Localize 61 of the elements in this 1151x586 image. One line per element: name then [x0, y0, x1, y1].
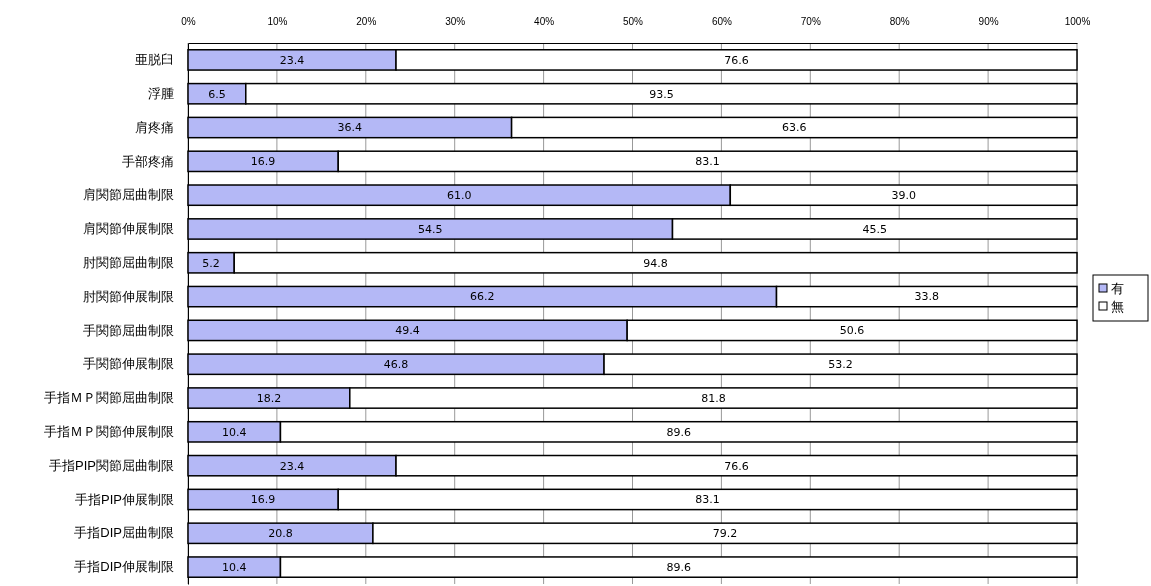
- data-label: 66.2: [470, 290, 495, 304]
- y-tick-label: 肩疼痛: [135, 119, 174, 135]
- data-label: 20.8: [268, 527, 293, 541]
- x-tick-label: 100%: [1064, 16, 1091, 27]
- data-label: 10.4: [221, 560, 247, 574]
- data-label: 54.5: [418, 222, 443, 236]
- y-tick-label: 手部疼痛: [122, 153, 174, 169]
- data-label: 23.4: [279, 459, 305, 473]
- data-label: 79.2: [712, 527, 738, 541]
- data-label: 45.5: [862, 222, 887, 236]
- x-tick-label: 40%: [534, 16, 555, 27]
- y-tick-label: 肘関節屈曲制限: [83, 254, 174, 270]
- y-tick-label: 肩関節伸展制限: [83, 221, 174, 237]
- data-label: 10.4: [221, 425, 247, 439]
- data-label: 36.4: [337, 121, 363, 135]
- y-tick-label: 手指ＭＰ関節屈曲制限: [44, 390, 174, 406]
- x-tick-label: 30%: [445, 16, 466, 27]
- y-tick-label: 手指ＭＰ関節伸展制限: [44, 424, 174, 439]
- data-label: 16.9: [250, 493, 276, 507]
- data-label: 33.8: [914, 290, 940, 304]
- data-label: 18.2: [256, 391, 282, 405]
- x-tick-label: 10%: [267, 16, 288, 27]
- data-label: 50.6: [839, 324, 865, 338]
- data-label: 63.6: [782, 121, 807, 135]
- data-label: 53.2: [828, 358, 853, 372]
- data-label: 89.6: [666, 425, 691, 439]
- data-label: 89.6: [666, 560, 691, 574]
- x-tick-label: 60%: [711, 16, 733, 27]
- y-tick-label: 手関節伸展制限: [83, 356, 174, 372]
- data-label: 61.0: [446, 189, 472, 203]
- data-label: 5.2: [202, 256, 220, 270]
- x-tick-label: 20%: [356, 16, 377, 27]
- data-label: 6.5: [208, 87, 226, 101]
- data-label: 94.8: [643, 256, 668, 270]
- y-tick-label: 手関節屈曲制限: [83, 322, 174, 338]
- y-tick-label: 肘関節伸展制限: [83, 288, 174, 304]
- data-label: 83.1: [695, 493, 720, 507]
- data-label: 76.6: [724, 53, 749, 67]
- y-tick-label: 手指PIP伸展制限: [75, 491, 174, 507]
- x-tick-label: 50%: [622, 16, 644, 27]
- y-tick-label: 亜脱臼: [135, 52, 174, 68]
- data-label: 23.4: [279, 53, 305, 67]
- legend-label: 無: [1111, 298, 1124, 314]
- legend-label: 有: [1111, 280, 1124, 296]
- y-tick-label: 手指DIP屈曲制限: [74, 525, 174, 541]
- y-tick-label: 浮腫: [148, 85, 174, 101]
- data-label: 39.0: [891, 189, 916, 203]
- data-label: 93.5: [649, 87, 674, 101]
- x-tick-label: 90%: [978, 16, 999, 27]
- data-label: 49.4: [395, 324, 420, 338]
- data-label: 76.6: [724, 459, 749, 473]
- x-tick-label: 80%: [889, 16, 910, 27]
- data-label: 46.8: [383, 358, 409, 372]
- data-label: 83.1: [695, 155, 720, 169]
- x-tick-label: 70%: [800, 16, 821, 27]
- data-label: 16.9: [250, 155, 276, 169]
- x-tick-label: 0%: [181, 16, 196, 27]
- y-tick-label: 手指DIP伸展制限: [74, 559, 174, 575]
- data-label: 81.8: [701, 391, 726, 405]
- y-tick-label: 手指PIP関節屈曲制限: [49, 457, 174, 473]
- y-tick-label: 肩関節屈曲制限: [83, 187, 174, 203]
